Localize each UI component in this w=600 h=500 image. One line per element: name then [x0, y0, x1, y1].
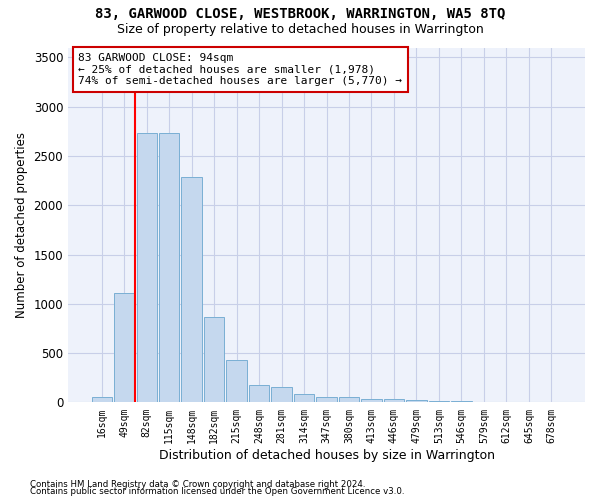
- Bar: [204, 316, 224, 402]
- Bar: [249, 385, 269, 402]
- Bar: [114, 293, 134, 403]
- Text: 83 GARWOOD CLOSE: 94sqm
← 25% of detached houses are smaller (1,978)
74% of semi: 83 GARWOOD CLOSE: 94sqm ← 25% of detache…: [79, 53, 403, 86]
- Bar: [294, 394, 314, 402]
- Bar: [429, 401, 449, 402]
- Bar: [271, 386, 292, 402]
- Bar: [137, 134, 157, 402]
- Bar: [361, 398, 382, 402]
- Bar: [406, 400, 427, 402]
- Text: Contains HM Land Registry data © Crown copyright and database right 2024.: Contains HM Land Registry data © Crown c…: [30, 480, 365, 489]
- Bar: [316, 396, 337, 402]
- Y-axis label: Number of detached properties: Number of detached properties: [15, 132, 28, 318]
- X-axis label: Distribution of detached houses by size in Warrington: Distribution of detached houses by size …: [158, 450, 494, 462]
- Bar: [92, 397, 112, 402]
- Bar: [339, 397, 359, 402]
- Text: Contains public sector information licensed under the Open Government Licence v3: Contains public sector information licen…: [30, 488, 404, 496]
- Bar: [226, 360, 247, 403]
- Bar: [159, 134, 179, 402]
- Bar: [181, 176, 202, 402]
- Bar: [384, 400, 404, 402]
- Text: 83, GARWOOD CLOSE, WESTBROOK, WARRINGTON, WA5 8TQ: 83, GARWOOD CLOSE, WESTBROOK, WARRINGTON…: [95, 8, 505, 22]
- Text: Size of property relative to detached houses in Warrington: Size of property relative to detached ho…: [116, 22, 484, 36]
